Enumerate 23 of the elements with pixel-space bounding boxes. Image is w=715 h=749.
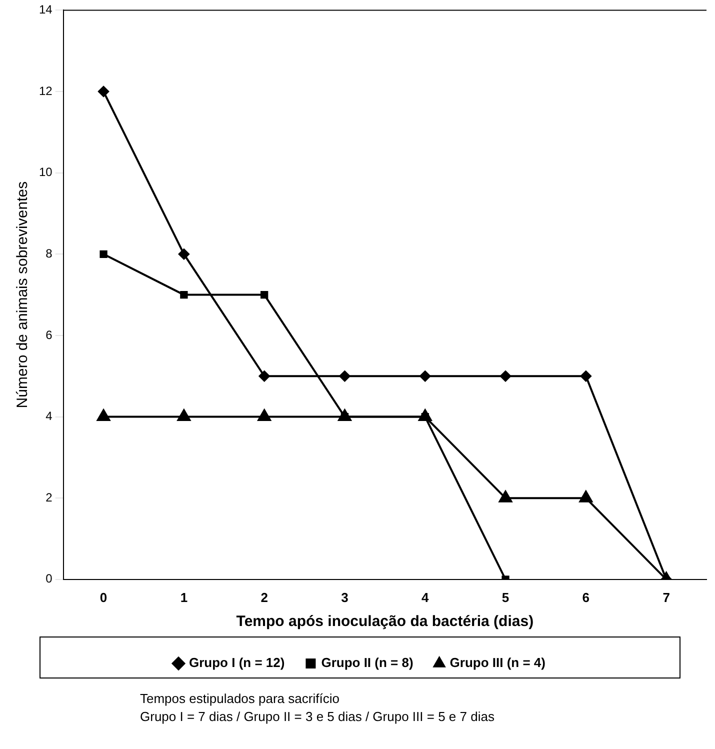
y-axis-title: Número de animais sobreviventes — [14, 181, 32, 408]
x-axis-title: Tempo após inoculação da bactéria (dias) — [236, 613, 534, 630]
text: Tempos estipulados para sacrifício — [140, 690, 340, 708]
x-tick-label: 4 — [422, 590, 430, 605]
x-tick-label: 5 — [502, 590, 510, 605]
y-tick-label: 4 — [46, 409, 53, 424]
legend-label: Grupo I (n = 12) — [189, 655, 285, 670]
x-tick-label: 6 — [582, 590, 590, 605]
x-tick-label: 2 — [260, 590, 268, 605]
y-tick-label: 0 — [46, 572, 53, 586]
x-tick-label: 0 — [100, 590, 108, 605]
x-tick-label: 1 — [180, 590, 188, 605]
y-tick-label: 2 — [46, 490, 53, 504]
x-tick-label: 3 — [341, 590, 348, 605]
text: Grupo I = 7 dias / Grupo II = 3 e 5 dias / Grupo III = 5 e 7 dias — [140, 708, 494, 726]
y-tick-label: 10 — [38, 165, 53, 180]
y-tick-label: 12 — [38, 84, 53, 98]
y-tick-label: 8 — [46, 246, 53, 260]
y-tick-label: 6 — [46, 328, 53, 342]
legend-label: Grupo II (n = 8) — [321, 655, 414, 670]
y-tick-label: 14 — [38, 2, 53, 17]
legend-label: Grupo III (n = 4) — [450, 655, 546, 670]
x-tick-label: 7 — [662, 590, 670, 605]
